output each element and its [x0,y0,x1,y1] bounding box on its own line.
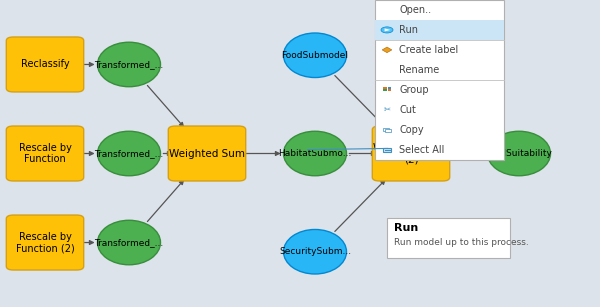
Text: Transformed_...: Transformed_... [94,60,164,69]
Bar [383,148,391,152]
Text: Rename: Rename [399,65,439,75]
Text: Select All: Select All [399,145,445,155]
Text: Transformed_...: Transformed_... [94,149,164,158]
Text: Reclassify: Reclassify [20,60,70,69]
Text: Transformed_...: Transformed_... [94,238,164,247]
Ellipse shape [284,230,347,274]
Text: Weighted Sum
(2): Weighted Sum (2) [373,143,449,164]
Bar [383,128,389,131]
Text: SecuritySubm...: SecuritySubm... [279,247,351,256]
Text: Rescale by
Function: Rescale by Function [19,143,71,164]
Text: Run model up to this process.: Run model up to this process. [394,238,529,247]
Text: Group: Group [399,85,428,95]
FancyBboxPatch shape [6,215,84,270]
Text: ✂: ✂ [383,105,391,114]
Text: Open..: Open.. [399,5,431,15]
Text: Run: Run [399,25,418,35]
FancyBboxPatch shape [372,126,450,181]
Circle shape [381,27,393,33]
Text: Copy: Copy [399,125,424,135]
Bar [383,89,387,91]
FancyBboxPatch shape [387,218,510,258]
Ellipse shape [97,131,161,176]
Text: FinalSuitability: FinalSuitability [485,149,553,158]
Bar [375,20,504,40]
Text: Weighted Sum: Weighted Sum [169,149,245,158]
Ellipse shape [284,131,347,176]
Bar [388,87,391,89]
Text: Create label: Create label [399,45,458,55]
Text: HabitatSubmo...: HabitatSubmo... [278,149,352,158]
Text: Cut: Cut [399,105,416,115]
Text: Run: Run [394,223,418,233]
Ellipse shape [284,33,347,78]
FancyBboxPatch shape [6,126,84,181]
Bar [385,129,391,132]
Polygon shape [385,29,391,32]
Ellipse shape [487,131,551,176]
Bar [388,89,391,91]
Ellipse shape [97,42,161,87]
Text: Rescale by
Function (2): Rescale by Function (2) [16,232,74,253]
FancyBboxPatch shape [168,126,246,181]
FancyBboxPatch shape [6,37,84,92]
FancyBboxPatch shape [375,0,504,160]
Bar [383,87,387,89]
Polygon shape [382,47,392,53]
Text: FoodSubmodel: FoodSubmodel [281,51,349,60]
Ellipse shape [97,220,161,265]
